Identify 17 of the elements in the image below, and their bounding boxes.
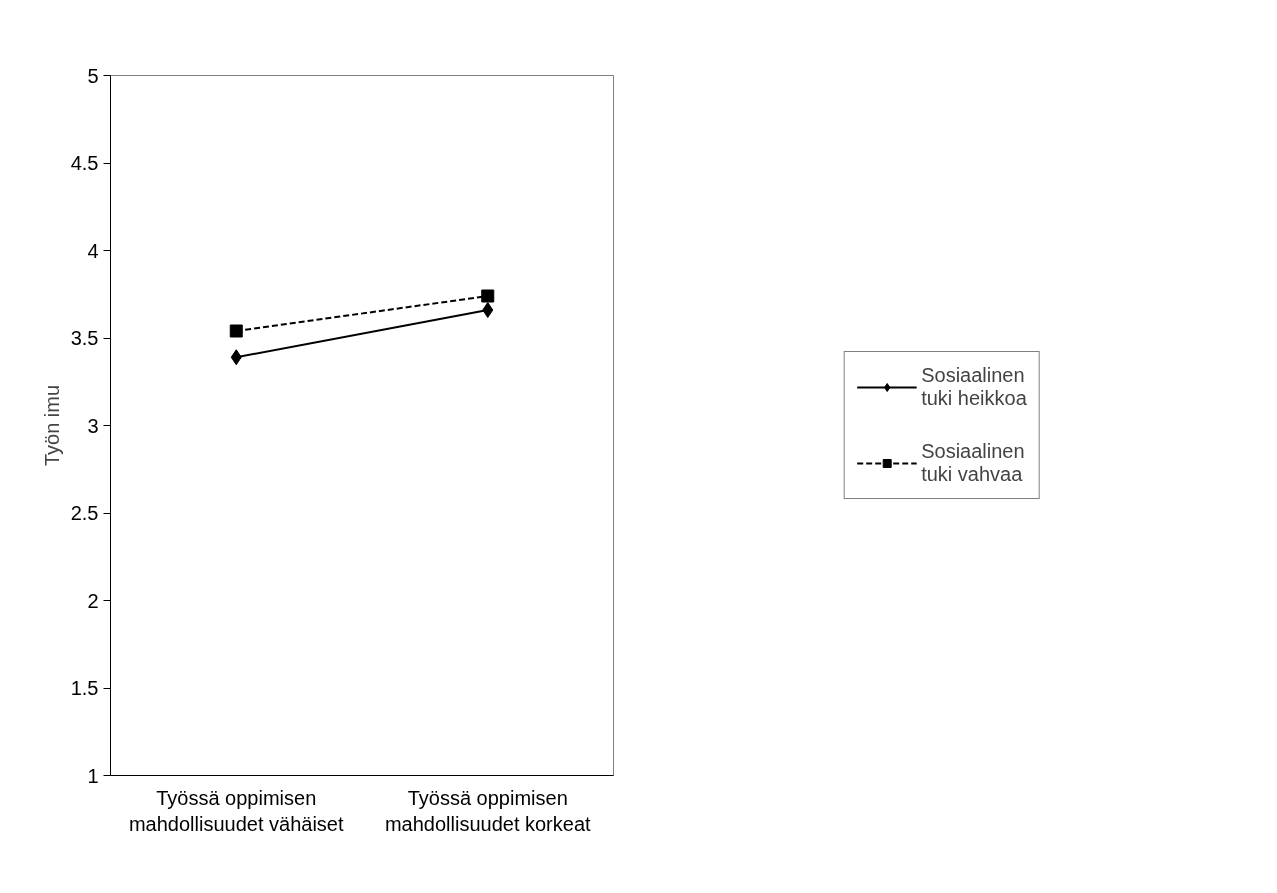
- y-tick-label: 1: [87, 764, 99, 787]
- y-tick-label: 1.5: [70, 677, 99, 699]
- legend-label: Sosiaalinen tuki heikkoa: [921, 364, 1027, 410]
- y-tick-label: 4: [87, 239, 99, 262]
- y-tick-label: 5: [87, 64, 99, 87]
- y-tick-label: 3: [87, 414, 99, 437]
- x-tick-label: Työssä oppimisen mahdollisuudet korkeat: [384, 786, 592, 835]
- y-tick-label: 2: [87, 589, 99, 612]
- y-tick-label: 3.5: [70, 327, 99, 349]
- y-tick-label: 2.5: [70, 502, 99, 524]
- legend-label: Sosiaalinen tuki vahvaa: [921, 440, 1025, 486]
- point: [229, 324, 243, 338]
- point: [482, 302, 494, 318]
- point: [481, 289, 495, 303]
- y-axis-title: Työn imu: [40, 384, 63, 467]
- y-tick-label: 4.5: [70, 152, 99, 174]
- x-tick-label: Työssä oppimisen mahdollisuudet vähäiset: [128, 786, 344, 835]
